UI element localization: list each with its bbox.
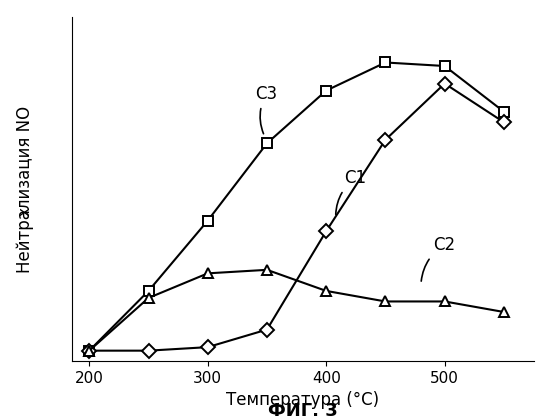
Text: x: x xyxy=(18,207,33,216)
Text: Нейтрализация NO: Нейтрализация NO xyxy=(16,105,34,273)
Text: C3: C3 xyxy=(255,85,277,134)
Text: C1: C1 xyxy=(336,169,366,214)
Text: ФИГ. 3: ФИГ. 3 xyxy=(268,402,337,420)
X-axis label: Температура (°С): Температура (°С) xyxy=(226,391,379,409)
Text: C2: C2 xyxy=(421,236,455,281)
